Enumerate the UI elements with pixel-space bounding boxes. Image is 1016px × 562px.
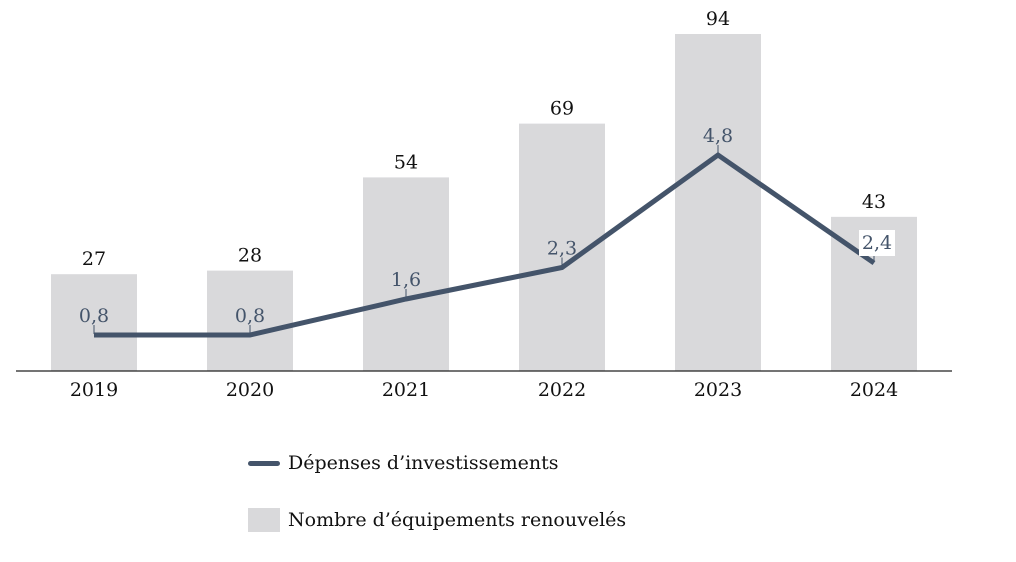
x-tick-label-2022: 2022 — [538, 379, 586, 401]
line-value-label-2020: 0,8 — [235, 305, 265, 327]
bar-value-label-2022: 69 — [550, 98, 574, 120]
legend-item-line: Dépenses d’investissements — [248, 448, 626, 478]
x-tick-label-2023: 2023 — [694, 379, 742, 401]
line-labels-layer: 0,8 0,8 1,6 2,3 4,8 2,4 — [79, 125, 895, 327]
line-value-label-2023: 4,8 — [703, 125, 733, 147]
line-value-label-2019: 0,8 — [79, 305, 109, 327]
legend-bar-swatch — [248, 508, 280, 532]
legend-item-bar: Nombre d’équipements renouvelés — [248, 505, 626, 535]
line-value-label-2021: 1,6 — [391, 269, 421, 291]
bar-value-label-2021: 54 — [394, 151, 418, 173]
x-tick-label-2024: 2024 — [850, 379, 898, 401]
x-tick-label-2020: 2020 — [226, 379, 274, 401]
line-value-label-2024: 2,4 — [862, 232, 892, 254]
bar-value-label-2024: 43 — [862, 191, 886, 213]
bar-value-label-2019: 27 — [82, 248, 106, 270]
line-value-label-2022: 2,3 — [547, 238, 577, 260]
x-tick-label-2019: 2019 — [70, 379, 118, 401]
legend-bar-label: Nombre d’équipements renouvelés — [288, 509, 626, 531]
bar-value-label-2023: 94 — [706, 8, 730, 30]
bar-labels-layer: 27 28 54 69 94 43 — [82, 8, 886, 270]
bar-value-label-2020: 28 — [238, 245, 262, 267]
legend-line-label: Dépenses d’investissements — [288, 452, 559, 474]
x-ticks-layer: 2019 2020 2021 2022 2023 2024 — [70, 379, 898, 401]
x-tick-label-2021: 2021 — [382, 379, 430, 401]
bar-2023 — [675, 34, 761, 371]
legend-line-swatch — [248, 461, 280, 466]
